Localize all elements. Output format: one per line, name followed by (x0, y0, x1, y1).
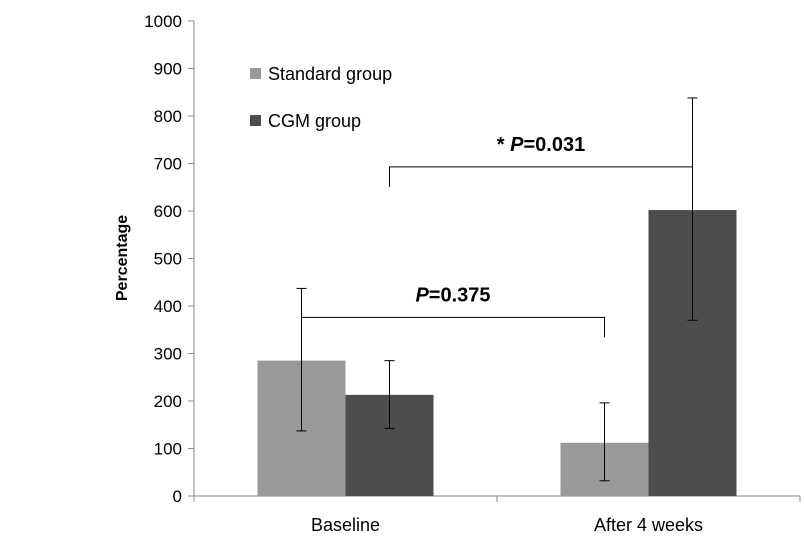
y-tick-label: 300 (154, 345, 182, 364)
y-tick-label: 1000 (144, 12, 182, 31)
legend-swatch (250, 115, 261, 126)
y-axis-label: Percentage (114, 215, 131, 301)
legend-entry: Standard group (268, 64, 392, 84)
p-value: =0.031 (523, 134, 585, 156)
significance-bracket (389, 166, 693, 187)
axes: 0 100 200 300 400 500 600 700 800 900 1000 Baseline… (144, 12, 801, 535)
y-tick-label: 700 (154, 155, 182, 174)
y-tick-label: 500 (154, 250, 182, 269)
significance-star: * (497, 134, 510, 156)
x-category-label: After 4 weeks (594, 515, 703, 535)
y-tick-label: 900 (154, 60, 182, 79)
p-value: =0.375 (429, 284, 491, 306)
bars (257, 210, 737, 497)
y-tick-label: 200 (154, 392, 182, 411)
y-tick-label: 400 (154, 297, 182, 316)
p-value-label: P=0.375 (415, 284, 490, 306)
error-bars (296, 97, 698, 482)
y-tick-label: 0 (173, 487, 182, 506)
y-tick-label: 600 (154, 202, 182, 221)
significance-bracket (301, 316, 605, 338)
legend-swatch (250, 68, 261, 79)
p-symbol: P (510, 134, 524, 156)
p-value-label: * P=0.031 (497, 134, 585, 156)
x-category-label: Baseline (311, 515, 380, 535)
legend: Standard group CGM group (250, 64, 392, 131)
y-tick-label: 800 (154, 107, 182, 126)
legend-entry: CGM group (268, 111, 361, 131)
y-tick-label: 100 (154, 440, 182, 459)
p-symbol: P (415, 284, 429, 306)
